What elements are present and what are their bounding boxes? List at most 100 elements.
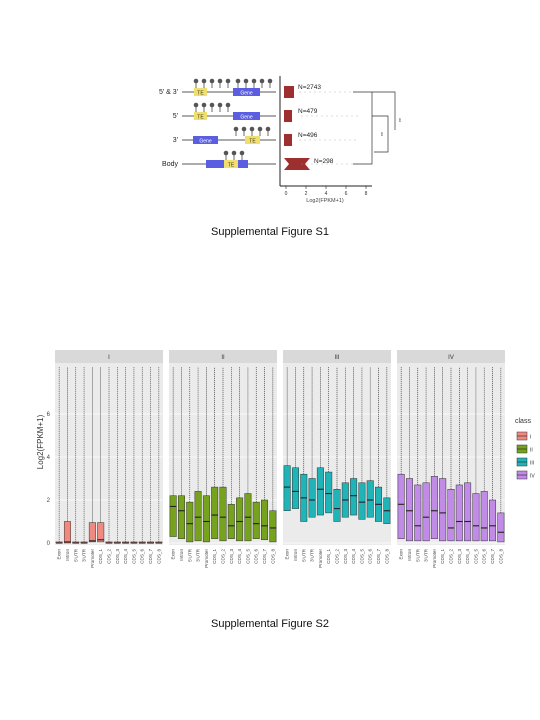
category-label: CDS_2	[221, 549, 226, 564]
category-label: CDS_5	[245, 549, 250, 564]
panel-III: III Exon Intron 5'UTR 3'UTR Promoter CDS_1 CDS_…	[283, 350, 391, 568]
category-label: Promoter	[432, 549, 437, 568]
significance-mark: **	[381, 132, 387, 136]
te-pin-head	[231, 150, 237, 156]
category-label: Intron	[407, 549, 412, 561]
category-label: CDS_8	[384, 549, 389, 564]
category-label: 3'UTR	[196, 548, 201, 562]
te-label: TE	[228, 162, 235, 168]
gene-box	[233, 112, 260, 120]
te-position-schematic: 5' & 3' Gene TE 5' Gene TE 3' Gene TE Body TE	[159, 78, 276, 168]
expression-panel: N=2743 N=479 N=496 N=298 0 2 4 6 8	[279, 76, 372, 197]
outlier-dot	[319, 91, 321, 93]
box	[269, 510, 277, 543]
te-pin-head	[209, 102, 215, 108]
box	[169, 495, 177, 537]
category-label: CDS_2	[107, 549, 112, 564]
category-label: Promoter	[318, 549, 323, 568]
box	[236, 497, 244, 542]
significance-mark: **	[399, 118, 405, 122]
bracket-inner	[353, 91, 373, 165]
legend-title: class	[515, 418, 531, 425]
category-label: 3'UTR	[310, 548, 315, 562]
te-box	[194, 88, 207, 96]
te-pin-head	[267, 78, 273, 84]
expression-distribution	[284, 86, 294, 98]
box	[88, 522, 96, 543]
outlier-dot	[314, 139, 316, 141]
category-label: CDS_3	[457, 549, 462, 564]
outlier-dot	[329, 91, 331, 93]
x-tick-label: 0	[285, 191, 288, 197]
te-pin-head	[225, 78, 231, 84]
box	[252, 501, 260, 539]
gene-box	[193, 136, 218, 144]
te-pin-head	[235, 78, 241, 84]
category-label: CDS_5	[359, 549, 364, 564]
x-axis-label: Log2(FPKM+1)	[306, 198, 344, 204]
category-label: Promoter	[90, 549, 95, 568]
outlier-dot	[351, 115, 353, 117]
te-pin-head	[201, 102, 207, 108]
outlier-dot	[301, 115, 303, 117]
outlier-dot	[346, 115, 348, 117]
outlier-dot	[309, 139, 311, 141]
outlier-dot	[344, 91, 346, 93]
row-count: N=479	[298, 108, 318, 115]
te-pin-head	[223, 150, 229, 156]
box	[261, 499, 269, 541]
outlier-dot	[329, 139, 331, 141]
row-label: 5' & 3'	[159, 89, 178, 96]
gene-box	[233, 88, 260, 96]
category-label: CDS_5	[131, 549, 136, 564]
legend-label: III	[530, 461, 534, 467]
category-label: CDS_3	[343, 549, 348, 564]
category-label: CDS_3	[115, 549, 120, 564]
te-pin-head	[265, 126, 271, 132]
category-label: CDS_8	[156, 549, 161, 564]
box	[202, 495, 210, 543]
category-label: 3'UTR	[424, 548, 429, 562]
box	[211, 486, 219, 539]
outlier-dot	[301, 163, 303, 165]
expression-distribution	[284, 158, 310, 170]
te-box	[194, 112, 207, 120]
category-label: CDS_6	[140, 549, 145, 564]
box	[472, 493, 480, 542]
te-pin-head	[251, 78, 257, 84]
bracket-mid	[372, 115, 389, 153]
outlier-dot	[311, 163, 313, 165]
category-label: CDS_6	[254, 549, 259, 564]
y-tick-label: 0	[47, 541, 51, 547]
outlier-dot	[324, 139, 326, 141]
category-label: 5'UTR	[73, 548, 78, 562]
box	[405, 478, 413, 542]
row-label: 5'	[173, 113, 178, 120]
box	[316, 467, 324, 516]
y-tick-label: 2	[47, 498, 51, 504]
legend-label: II	[530, 448, 533, 454]
category-label: Intron	[293, 549, 298, 561]
category-label: CDS_7	[262, 549, 267, 564]
te-pin-head	[217, 102, 223, 108]
te-box	[224, 160, 238, 168]
outlier-dot	[324, 91, 326, 93]
gene-label: Gene	[199, 138, 211, 144]
y-axis-label: Log2(FPKM+1)	[36, 414, 45, 469]
row-count: N=2743	[298, 84, 321, 91]
box	[422, 482, 430, 542]
category-label: CDS_7	[376, 549, 381, 564]
facet-strip	[397, 350, 505, 363]
te-pin-head	[243, 78, 249, 84]
facet-label: II	[221, 355, 225, 361]
te-pin-head	[193, 78, 199, 84]
outlier-dot	[346, 163, 348, 165]
outlier-dot	[309, 91, 311, 93]
expression-distribution	[284, 134, 292, 146]
outlier-dot	[356, 115, 358, 117]
y-tick-label: 6	[47, 412, 51, 418]
